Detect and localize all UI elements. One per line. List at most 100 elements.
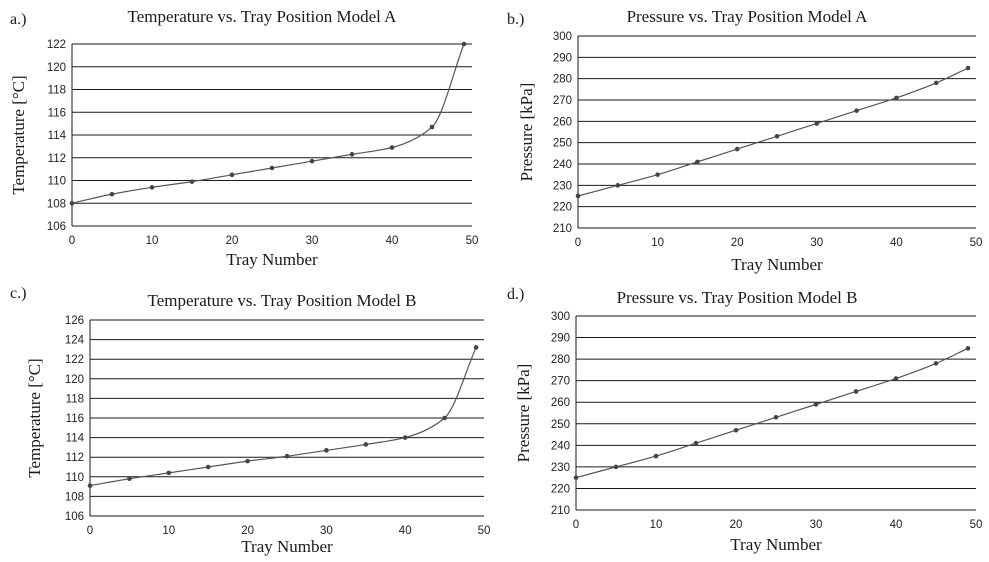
- y-tick-label: 210: [551, 505, 570, 517]
- y-tick-label: 110: [48, 176, 66, 188]
- data-point: [363, 442, 369, 447]
- data-point: [245, 458, 250, 464]
- chart-panel-3: c.) Temperature vs. Tray Position Model B…: [10, 285, 490, 556]
- data-point: [573, 475, 579, 480]
- data-point: [149, 185, 155, 190]
- y-tick-label: 270: [551, 376, 570, 388]
- y-tick-label: 118: [66, 393, 84, 405]
- x-tick-label: 20: [731, 237, 744, 249]
- y-tick-label: 280: [551, 354, 570, 366]
- series-line: [71, 43, 465, 204]
- data-point: [854, 108, 859, 113]
- y-tick-label: 290: [553, 52, 572, 64]
- x-tick-label: 40: [399, 525, 412, 537]
- y-axis-label: Temperature [°C]: [25, 358, 44, 477]
- data-point: [575, 193, 581, 199]
- data-point: [853, 389, 859, 394]
- y-tick-label: 106: [65, 511, 84, 523]
- y-tick-label: 108: [65, 491, 84, 503]
- x-axis-label: Tray Number: [731, 255, 823, 274]
- x-tick-label: 30: [306, 235, 319, 247]
- y-tick-label: 108: [47, 198, 66, 210]
- chart-title: Temperature vs. Tray Position Model B: [148, 291, 417, 310]
- data-point: [349, 152, 355, 157]
- y-tick-label: 120: [65, 374, 84, 386]
- data-point: [893, 376, 899, 381]
- data-point: [429, 124, 435, 130]
- y-tick-label: 300: [551, 311, 570, 323]
- y-tick-label: 290: [551, 333, 570, 345]
- y-tick-label: 230: [551, 462, 570, 474]
- data-point: [87, 483, 93, 488]
- y-tick-label: 240: [551, 440, 570, 452]
- x-tick-label: 40: [890, 237, 903, 249]
- data-point: [695, 159, 700, 165]
- y-axis-label: Pressure [kPa]: [517, 83, 536, 182]
- data-point: [773, 415, 779, 420]
- data-point: [189, 179, 195, 184]
- chart-panel-1: a.) Temperature vs. Tray Position Model A…: [9, 7, 478, 269]
- data-point: [166, 470, 172, 476]
- data-point: [965, 65, 971, 71]
- data-point: [814, 121, 820, 126]
- x-tick-label: 0: [573, 519, 579, 531]
- data-point: [69, 200, 75, 206]
- y-tick-label: 106: [47, 221, 66, 233]
- x-tick-label: 50: [478, 525, 491, 537]
- series-line: [89, 347, 477, 487]
- data-point: [109, 191, 115, 197]
- x-tick-label: 10: [651, 237, 664, 249]
- x-tick-label: 0: [69, 235, 75, 247]
- data-point: [442, 415, 447, 421]
- y-tick-label: 122: [65, 354, 84, 366]
- y-tick-label: 114: [48, 130, 67, 142]
- y-tick-label: 260: [553, 116, 572, 128]
- x-tick-label: 10: [146, 235, 159, 247]
- x-tick-label: 30: [810, 237, 823, 249]
- x-axis-label: Tray Number: [730, 535, 822, 554]
- data-point: [965, 346, 971, 351]
- x-tick-label: 0: [87, 525, 93, 537]
- series-line: [575, 347, 969, 479]
- panel-tag: c.): [10, 285, 26, 302]
- panel-tag: a.): [10, 11, 26, 28]
- chart-title: Pressure vs. Tray Position Model A: [627, 7, 869, 26]
- x-tick-label: 20: [730, 519, 743, 531]
- data-point: [655, 172, 660, 177]
- data-point: [693, 440, 699, 446]
- y-tick-label: 250: [551, 419, 570, 431]
- panel-tag: d.): [507, 286, 524, 303]
- y-tick-label: 112: [48, 153, 66, 165]
- y-tick-label: 240: [553, 159, 572, 171]
- y-tick-label: 220: [551, 483, 570, 495]
- data-point: [309, 158, 315, 164]
- x-tick-label: 50: [970, 519, 983, 531]
- x-tick-label: 40: [890, 519, 903, 531]
- x-axis-label: Tray Number: [226, 250, 318, 269]
- y-axis-label: Pressure [kPa]: [514, 364, 533, 463]
- y-tick-label: 220: [553, 202, 572, 214]
- x-tick-label: 50: [466, 235, 479, 247]
- chart-panel-4: d.) Pressure vs. Tray Position Model B 210…: [507, 286, 982, 554]
- chart-panel-2: b.) Pressure vs. Tray Position Model A 210…: [507, 7, 982, 274]
- data-point: [653, 453, 659, 459]
- data-point: [229, 172, 235, 178]
- series-line: [577, 67, 969, 197]
- y-tick-label: 120: [47, 62, 66, 74]
- x-axis-label: Tray Number: [241, 537, 333, 556]
- y-tick-label: 260: [551, 397, 570, 409]
- y-tick-label: 230: [553, 180, 572, 192]
- data-point: [933, 80, 939, 86]
- data-point: [894, 95, 899, 101]
- y-tick-label: 280: [553, 74, 572, 86]
- y-tick-label: 122: [47, 39, 66, 51]
- y-axis-label: Temperature [°C]: [9, 75, 28, 194]
- data-point: [389, 145, 395, 150]
- x-tick-label: 40: [386, 235, 399, 247]
- y-tick-label: 118: [48, 85, 66, 97]
- data-point: [734, 146, 740, 152]
- y-tick-label: 116: [66, 413, 84, 425]
- data-point: [269, 165, 275, 171]
- data-point: [813, 402, 819, 407]
